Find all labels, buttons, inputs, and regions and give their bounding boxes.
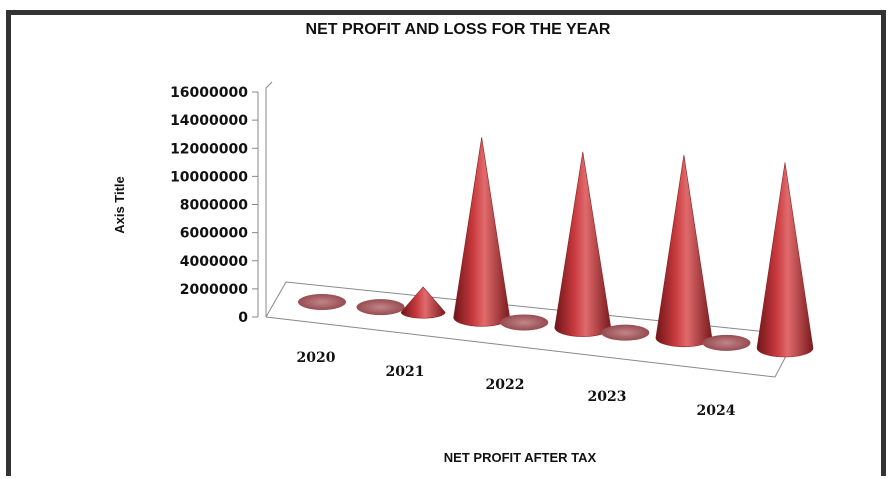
- cone: [655, 154, 713, 348]
- cone-body: [554, 151, 612, 337]
- x-tick-label: 2020: [297, 350, 336, 366]
- y-tick-label: 8000000: [180, 198, 248, 214]
- x-tick-label: 2023: [588, 389, 627, 405]
- y-tick-label: 14000000: [170, 113, 248, 129]
- x-tick-label: 2024: [697, 403, 736, 419]
- y-tick-label: 6000000: [180, 226, 248, 242]
- y-tick-label: 12000000: [170, 141, 248, 157]
- cone: [554, 151, 612, 337]
- back-wall: [265, 81, 273, 317]
- cone-base-zero: [356, 299, 405, 316]
- y-ticks: 16000000 14000000 12000000 10000000 8000000 6…: [170, 85, 258, 326]
- x-ticks: 2020 2021 2022 2023 2024: [297, 350, 736, 419]
- cone-body: [655, 154, 713, 348]
- y-tick-label: 4000000: [180, 254, 248, 270]
- x-axis-label: NET PROFIT AFTER TAX: [444, 450, 597, 465]
- x-tick-label: 2021: [386, 364, 425, 380]
- axes: [257, 81, 798, 378]
- cone-base-zero: [500, 314, 549, 331]
- chart-title: NET PROFIT AND LOSS FOR THE YEAR: [306, 21, 611, 38]
- y-tick-label: 0: [238, 310, 248, 326]
- chart-frame: [6, 10, 886, 476]
- cone-base-zero: [702, 334, 751, 351]
- cone-body: [400, 286, 446, 319]
- y-tick-label: 10000000: [170, 169, 248, 185]
- y-tick-label: 16000000: [170, 85, 248, 101]
- y-tick-label: 2000000: [180, 282, 248, 298]
- cone: [453, 137, 510, 327]
- cone: [400, 286, 446, 319]
- cones: [298, 137, 814, 358]
- cone-body: [453, 137, 510, 327]
- cone-base-zero: [601, 324, 650, 341]
- cone: [756, 162, 814, 358]
- cone-body: [756, 162, 814, 358]
- cone-base-zero: [298, 294, 346, 310]
- y-axis-label: Axis Title: [112, 176, 127, 234]
- x-tick-label: 2022: [486, 377, 525, 393]
